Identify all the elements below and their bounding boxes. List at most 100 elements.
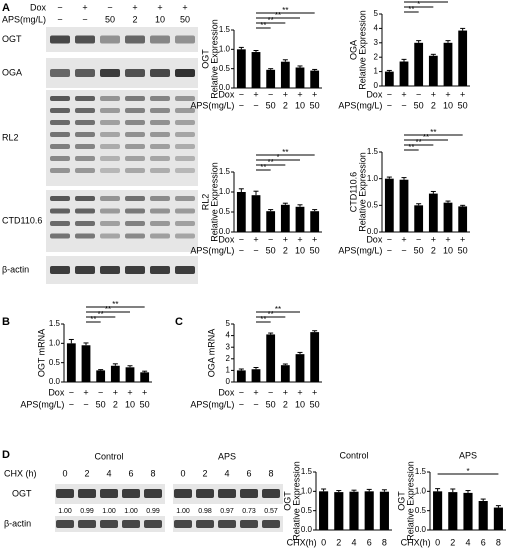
y-tick-label: 1.5 bbox=[301, 467, 313, 476]
lane-label: − bbox=[57, 2, 62, 12]
x-tick-label: + bbox=[445, 234, 450, 244]
group-label: APS bbox=[218, 451, 236, 461]
band bbox=[262, 489, 280, 498]
band bbox=[100, 120, 120, 125]
band bbox=[50, 233, 70, 239]
band-label: CTD110.6 bbox=[2, 215, 42, 225]
lane-label: 6 bbox=[246, 468, 251, 478]
band bbox=[175, 69, 195, 77]
band bbox=[174, 520, 192, 528]
band bbox=[175, 233, 195, 239]
x-tick-label: + bbox=[253, 387, 258, 397]
bar bbox=[280, 61, 290, 88]
y-tick-label: 2 bbox=[226, 354, 231, 363]
row-label: Dox bbox=[30, 2, 47, 12]
y-axis-label: OGA mRNA bbox=[206, 329, 216, 378]
row-label: APS(mg/L) bbox=[2, 14, 46, 24]
band bbox=[125, 266, 145, 274]
y-tick-label: 1.5 bbox=[49, 319, 61, 328]
band bbox=[150, 108, 170, 113]
lane-label: 8 bbox=[268, 468, 273, 478]
bar bbox=[399, 179, 409, 232]
x-tick-label: − bbox=[387, 89, 392, 99]
band bbox=[100, 35, 120, 44]
y-tick-label: 5 bbox=[374, 9, 379, 18]
group-label: Control bbox=[94, 451, 123, 461]
x-tick-label: + bbox=[460, 234, 465, 244]
lane-label: 0 bbox=[62, 468, 67, 478]
bar bbox=[295, 354, 305, 382]
band bbox=[125, 156, 145, 161]
significance-label: ** bbox=[268, 310, 274, 319]
y-tick-label: 2 bbox=[374, 52, 379, 61]
significance-label: ** bbox=[260, 315, 266, 324]
x-tick-label: 6 bbox=[481, 537, 486, 547]
band bbox=[50, 69, 70, 77]
x-tick-label: 50 bbox=[310, 100, 320, 110]
x-tick-label: 10 bbox=[125, 399, 135, 409]
x-tick-label: + bbox=[312, 387, 317, 397]
blot-background bbox=[46, 90, 198, 186]
x-tick-label: 50 bbox=[266, 100, 276, 110]
x-tick-label: − bbox=[268, 387, 273, 397]
x-tick-label: + bbox=[113, 387, 118, 397]
bar bbox=[384, 71, 394, 86]
x-tick-label: 4 bbox=[465, 537, 470, 547]
band-label: RL2 bbox=[2, 132, 19, 142]
y-axis-label: Relative Expression bbox=[405, 461, 415, 541]
y-tick-label: 4 bbox=[226, 331, 231, 340]
x-tick-label: − bbox=[239, 399, 244, 409]
y-tick-label: 1.0 bbox=[301, 486, 313, 495]
chart-title: APS bbox=[459, 450, 477, 460]
row-label: CHX(h) bbox=[401, 537, 431, 547]
band bbox=[150, 221, 170, 226]
x-tick-label: + bbox=[312, 89, 317, 99]
lane-label: 2 bbox=[84, 468, 89, 478]
lane-label: + bbox=[82, 2, 87, 12]
row-label: APS(mg/L) bbox=[338, 100, 382, 110]
lane-label: − bbox=[107, 2, 112, 12]
band bbox=[78, 489, 96, 498]
band bbox=[100, 69, 120, 77]
ratio-label: 1.00 bbox=[102, 508, 116, 515]
x-tick-label: 50 bbox=[310, 399, 320, 409]
band bbox=[100, 144, 120, 149]
band bbox=[175, 196, 195, 201]
lane-label: 2 bbox=[132, 14, 137, 24]
lane-label: + bbox=[182, 2, 187, 12]
band bbox=[100, 233, 120, 239]
band bbox=[240, 520, 258, 528]
band-label: β-actin bbox=[2, 264, 29, 274]
x-tick-label: + bbox=[445, 89, 450, 99]
ratio-label: 0.98 bbox=[198, 508, 212, 515]
x-tick-label: 6 bbox=[367, 537, 372, 547]
x-tick-label: 0 bbox=[321, 537, 326, 547]
row-label: Dox bbox=[218, 89, 235, 99]
lane-label: 50 bbox=[180, 14, 190, 24]
band bbox=[150, 132, 170, 137]
x-tick-label: + bbox=[460, 89, 465, 99]
y-tick-label: 0.5 bbox=[367, 200, 379, 209]
band bbox=[75, 144, 95, 149]
band-label: OGA bbox=[2, 67, 22, 77]
x-tick-label: 10 bbox=[295, 245, 305, 255]
lane-label: + bbox=[157, 2, 162, 12]
significance-label: ** bbox=[423, 0, 429, 4]
band bbox=[100, 208, 120, 214]
blot-background bbox=[46, 190, 198, 252]
significance-label: ** bbox=[90, 315, 96, 324]
x-tick-label: 50 bbox=[140, 399, 150, 409]
x-tick-label: 50 bbox=[414, 100, 424, 110]
band bbox=[75, 266, 95, 274]
band bbox=[125, 196, 145, 201]
bar bbox=[236, 49, 246, 88]
y-tick-label: 1.0 bbox=[219, 44, 231, 53]
y-tick-label: 1.5 bbox=[367, 147, 379, 156]
y-tick-label: 1.0 bbox=[415, 486, 427, 495]
lane-label: 4 bbox=[224, 468, 229, 478]
x-tick-label: + bbox=[283, 387, 288, 397]
band bbox=[56, 520, 74, 528]
x-tick-label: 50 bbox=[266, 399, 276, 409]
x-tick-label: 50 bbox=[96, 399, 106, 409]
bar bbox=[433, 491, 443, 530]
